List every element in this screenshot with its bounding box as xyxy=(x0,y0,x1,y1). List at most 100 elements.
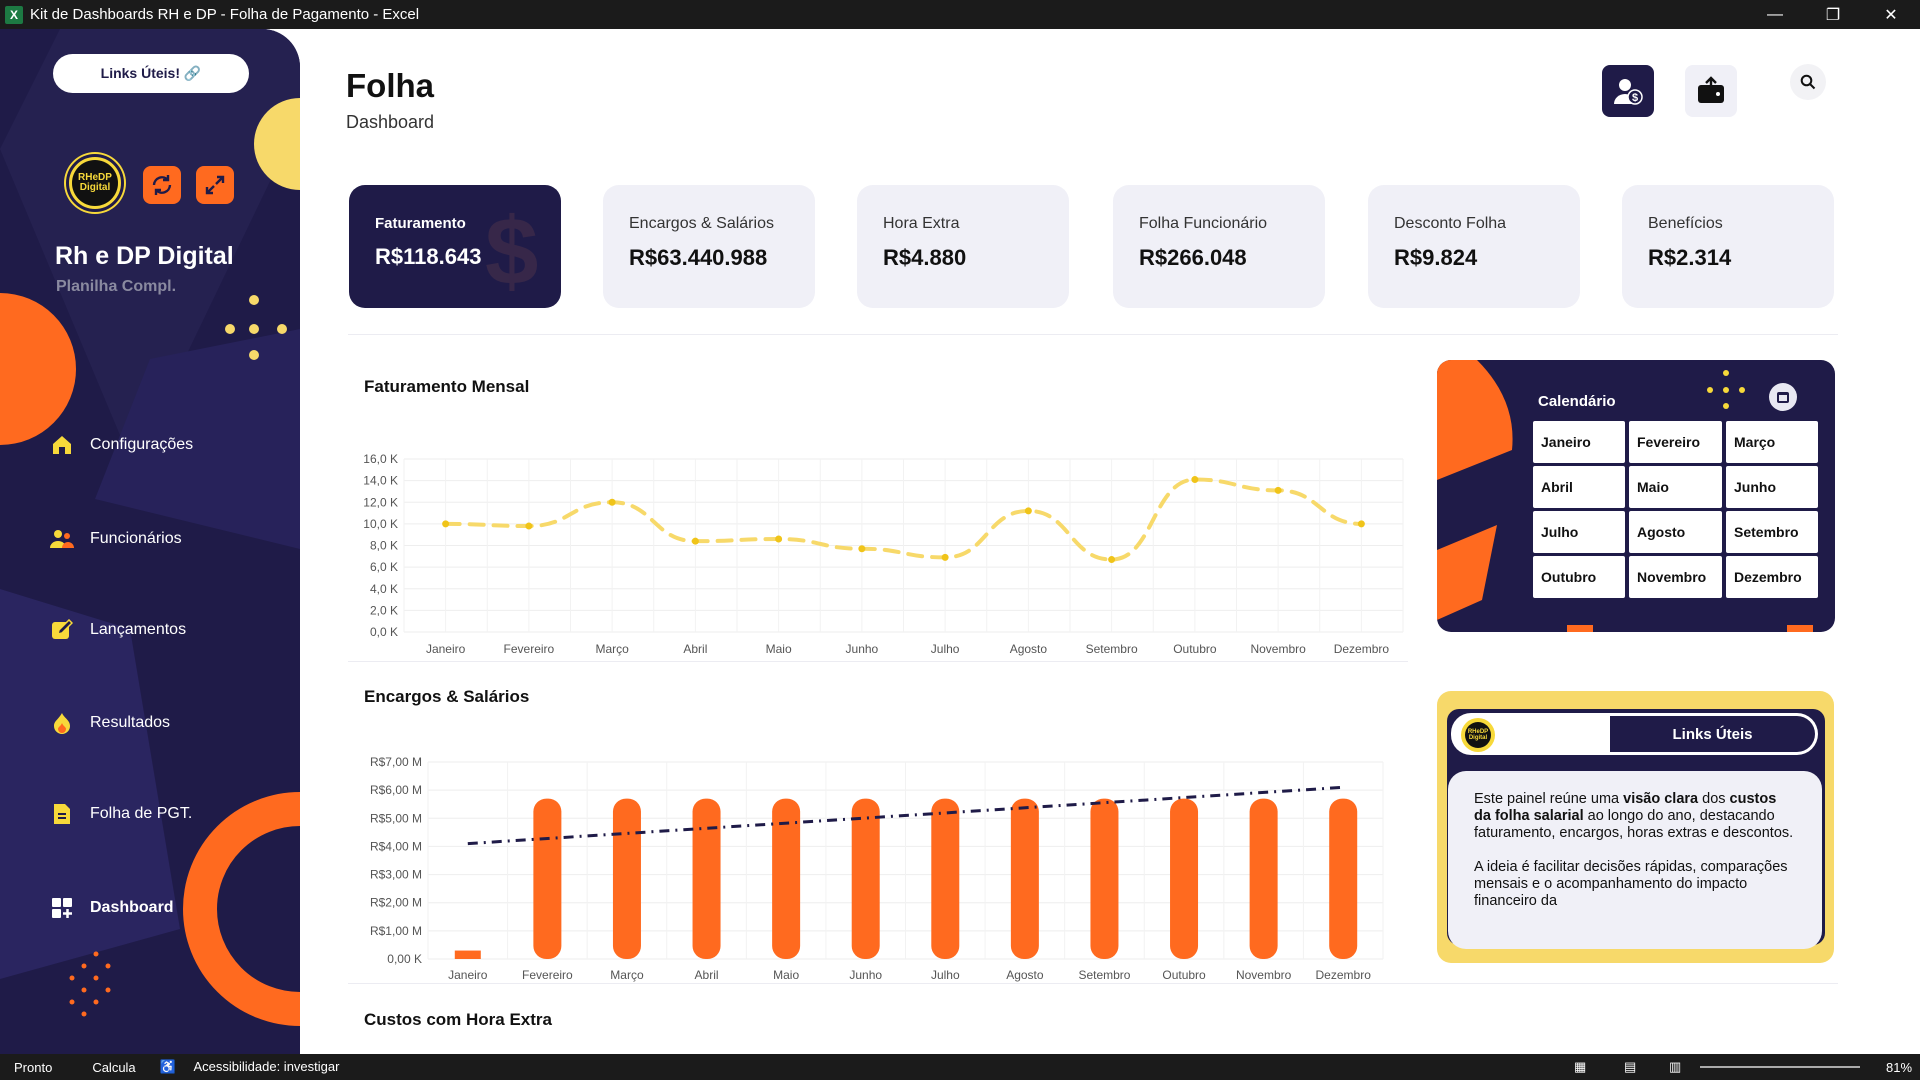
month-dezembro[interactable]: Dezembro xyxy=(1726,556,1818,598)
kpi-folha-funcionario: Folha Funcionário R$266.048 xyxy=(1113,185,1325,308)
restore-button[interactable]: ❐ xyxy=(1825,6,1841,24)
month-abril[interactable]: Abril xyxy=(1533,466,1625,508)
sidebar-item-label: Resultados xyxy=(90,714,171,731)
y-tick-label: 16,0 K xyxy=(363,452,398,466)
title-bar: X Kit de Dashboards RH e DP - Folha de P… xyxy=(0,0,1920,29)
window-controls: — ❐ ✕ xyxy=(1746,0,1920,29)
dashboard-main: Folha Dashboard $ $ Faturamento R$118.64… xyxy=(300,29,1920,1054)
refresh-button[interactable] xyxy=(143,166,181,204)
y-tick-label: R$5,00 M xyxy=(370,811,422,825)
data-point xyxy=(525,522,533,530)
month-fevereiro[interactable]: Fevereiro xyxy=(1629,421,1722,463)
data-point xyxy=(775,535,783,543)
trendline xyxy=(467,785,1344,846)
sidebar-decoration xyxy=(0,29,300,1026)
x-tick-label: Maio xyxy=(773,968,799,982)
sidebar-item-label: Folha de PGT. xyxy=(90,805,193,822)
section-divider xyxy=(348,983,1838,984)
x-tick-label: Setembro xyxy=(1086,642,1138,656)
kpi-label: Hora Extra xyxy=(883,215,960,232)
sidebar-item-dashboard[interactable]: Dashboard xyxy=(50,893,174,923)
sidebar-item-folha-pgt[interactable]: Folha de PGT. xyxy=(50,799,192,829)
links-uteis-button[interactable]: Links Úteis! 🔗 xyxy=(53,54,249,93)
y-tick-label: 8,0 K xyxy=(370,539,398,553)
x-tick-label: Junho xyxy=(846,642,879,656)
month-janeiro[interactable]: Janeiro xyxy=(1533,421,1625,463)
bar xyxy=(851,798,880,959)
month-agosto[interactable]: Agosto xyxy=(1629,511,1722,553)
zoom-slider[interactable] xyxy=(1700,1066,1860,1068)
month-outubro[interactable]: Outubro xyxy=(1533,556,1625,598)
x-tick-label: Fevereiro xyxy=(522,968,573,982)
encargos-bar-chart: 0,00 K R$1,00 M R$2,00 M R$3,00 M R$4,00 M R$… xyxy=(370,755,1384,982)
bar xyxy=(533,798,562,959)
normal-view-icon[interactable]: ▦ xyxy=(1574,1059,1587,1074)
faturamento-line-chart: 0,0 K 2,0 K 4,0 K 6,0 K 8,0 K 10,0 K 12,0 K 14,… xyxy=(363,452,1404,656)
bar xyxy=(454,950,481,959)
x-tick-label: Abril xyxy=(683,642,707,656)
month-maio[interactable]: Maio xyxy=(1629,466,1722,508)
kpi-label: Desconto Folha xyxy=(1394,215,1507,232)
panel-logo-text: RHeDP Digital xyxy=(1465,722,1491,748)
x-tick-label: Março xyxy=(610,968,644,982)
y-tick-label: 14,0 K xyxy=(363,474,398,488)
expand-button[interactable] xyxy=(196,166,234,204)
bar xyxy=(1329,798,1358,959)
links-uteis-tab[interactable]: Links Úteis xyxy=(1610,713,1818,755)
excel-icon: X xyxy=(5,5,23,24)
kpi-desconto-folha: Desconto Folha R$9.824 xyxy=(1368,185,1580,308)
x-tick-label: Outubro xyxy=(1173,642,1217,656)
status-ready: Pronto xyxy=(14,1059,53,1075)
bar xyxy=(612,798,641,959)
x-tick-label: Setembro xyxy=(1078,968,1130,982)
x-tick-label: Agosto xyxy=(1010,642,1048,656)
sidebar-item-lancamentos[interactable]: Lançamentos xyxy=(50,615,186,645)
calendar-title: Calendário xyxy=(1538,393,1616,410)
bar xyxy=(692,798,721,959)
status-calc: Calcula xyxy=(92,1059,136,1075)
logo-text: RHeDP Digital xyxy=(72,160,118,206)
payroll-user-button[interactable]: $ xyxy=(1602,65,1654,117)
sidebar-item-funcionarios[interactable]: Funcionários xyxy=(50,524,182,554)
month-marco[interactable]: Março xyxy=(1726,421,1818,463)
month-novembro[interactable]: Novembro xyxy=(1629,556,1722,598)
brand-title: Rh e DP Digital xyxy=(55,242,234,270)
bar xyxy=(1170,798,1199,959)
month-setembro[interactable]: Setembro xyxy=(1726,511,1818,553)
sidebar-item-configuracoes[interactable]: Configurações xyxy=(50,430,193,460)
close-button[interactable]: ✕ xyxy=(1884,6,1898,24)
month-junho[interactable]: Junho xyxy=(1726,466,1818,508)
window-title: Kit de Dashboards RH e DP - Folha de Pag… xyxy=(30,6,420,23)
wallet-button[interactable] xyxy=(1685,65,1737,117)
description-paragraph-1: Este painel reúne uma visão clara dos cu… xyxy=(1474,791,1794,841)
accessibility-status[interactable]: ♿ Acessibilidade: investigar xyxy=(159,1059,340,1074)
data-point xyxy=(442,520,450,528)
sidebar-item-label: Funcionários xyxy=(90,530,182,547)
brand-subtitle: Planilha Compl. xyxy=(56,278,177,295)
y-tick-label: 4,0 K xyxy=(370,582,398,596)
x-tick-label: Novembro xyxy=(1250,642,1306,656)
links-description: Este painel reúne uma visão clara dos cu… xyxy=(1448,771,1822,949)
sidebar-item-resultados[interactable]: Resultados xyxy=(50,708,170,738)
calendar-button[interactable] xyxy=(1769,383,1797,411)
month-julho[interactable]: Julho xyxy=(1533,511,1625,553)
x-tick-label: Dezembro xyxy=(1316,968,1372,982)
search-button[interactable] xyxy=(1790,64,1826,100)
zoom-level[interactable]: 81% xyxy=(1886,1059,1913,1075)
x-tick-label: Janeiro xyxy=(426,642,466,656)
brand-logo: RHeDP Digital xyxy=(66,154,124,212)
page-layout-icon[interactable]: ▤ xyxy=(1624,1059,1637,1074)
page-break-icon[interactable]: ▥ xyxy=(1669,1059,1682,1074)
bar xyxy=(1090,798,1119,959)
x-tick-label: Novembro xyxy=(1236,968,1292,982)
data-point xyxy=(1108,556,1116,564)
kpi-label: Folha Funcionário xyxy=(1139,215,1268,232)
y-tick-label: 6,0 K xyxy=(370,560,398,574)
y-tick-label: 10,0 K xyxy=(363,517,398,531)
kpi-value: R$9.824 xyxy=(1394,245,1478,270)
y-tick-label: 2,0 K xyxy=(370,603,398,617)
chart-title-encargos: Encargos & Salários xyxy=(364,687,530,706)
kpi-value: R$63.440.988 xyxy=(629,245,768,270)
links-uteis-panel: RHeDP Digital Links Úteis Este painel re… xyxy=(1437,691,1834,963)
minimize-button[interactable]: — xyxy=(1767,5,1783,23)
